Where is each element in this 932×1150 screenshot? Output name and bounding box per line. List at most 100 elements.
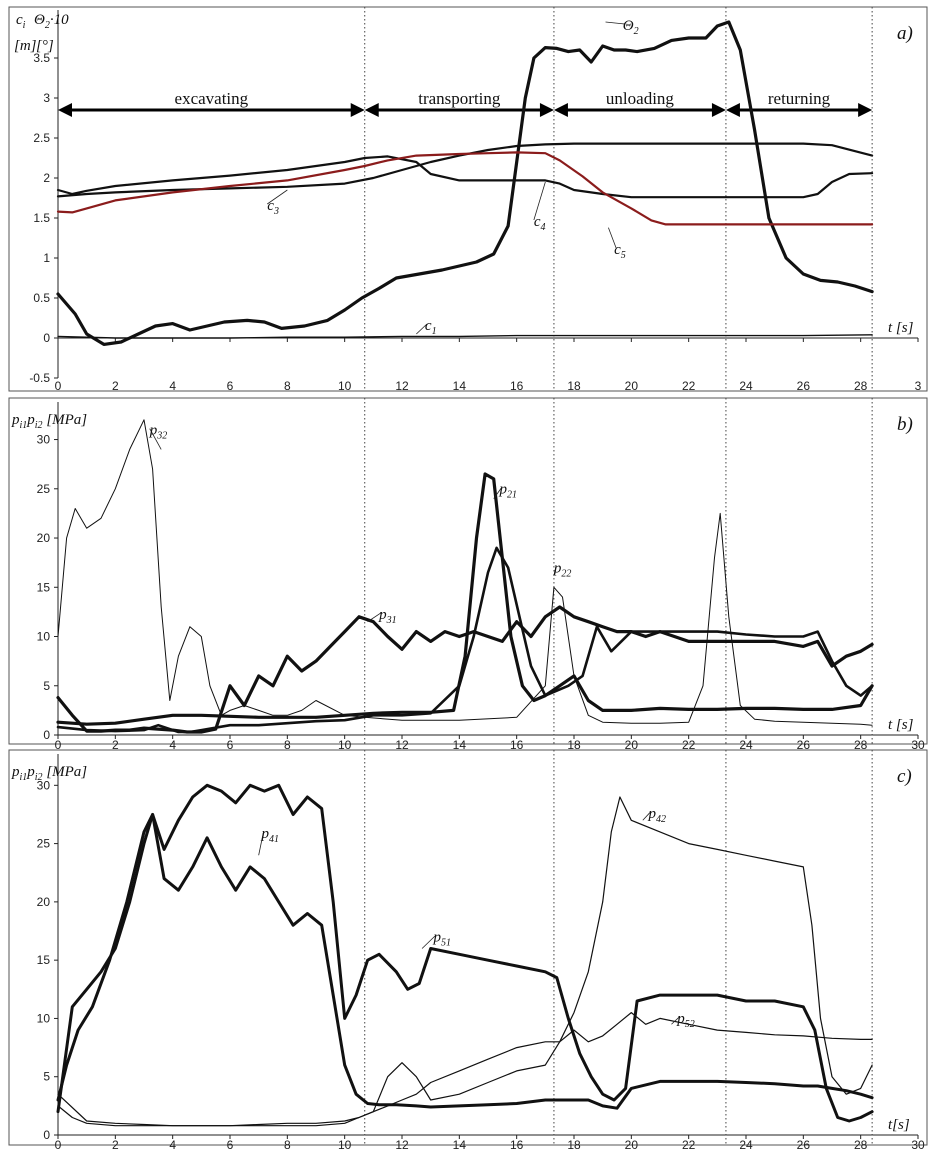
x-tick-label: 12 [395,738,409,752]
x-tick-label: 4 [169,1138,176,1150]
x-tick-label: 28 [854,1138,868,1150]
x-tick-label: 10 [338,738,352,752]
y-tick-label: 0.5 [33,291,50,305]
y-tick-label: 5 [43,1070,50,1084]
series-label-c3: c3 [267,198,279,217]
x-tick-label: 10 [338,1138,352,1150]
y-tick-label: -0.5 [29,371,50,385]
x-tick-label: 26 [797,1138,811,1150]
series-label-leader [642,811,651,821]
series-line-p41 [56,813,874,1110]
series-label-p51: p51 [433,930,452,949]
x-axis-title: t[s] [888,1117,910,1133]
x-tick-label: 0 [55,1138,62,1150]
x-tick-label: 6 [227,1138,234,1150]
series-label-leader [267,189,288,205]
x-tick-label: 10 [338,379,352,393]
series-label-leader [258,831,264,856]
y-axis-title-left: ci [16,12,26,31]
series-label-leader [493,487,502,499]
phase-label: unloading [606,89,674,108]
y-axis-unit-right: [°] [36,38,54,54]
x-tick-label: 24 [739,1138,753,1150]
series-label-leader [416,323,428,335]
series-label-p52: p52 [676,1011,695,1030]
x-tick-label: 30 [911,1138,925,1150]
y-tick-label: 1 [43,251,50,265]
x-tick-label: 0 [55,379,62,393]
x-tick-label: 14 [453,738,467,752]
x-tick-label: 12 [395,379,409,393]
x-tick-label: 3 [915,379,922,393]
phase-label: transporting [418,89,501,108]
series-label-leader [149,428,162,450]
x-tick-label: 24 [739,379,753,393]
x-tick-label: 28 [854,738,868,752]
phase-arrow-head-left [58,103,72,117]
x-tick-label: 14 [453,1138,467,1150]
y-tick-label: 10 [37,630,51,644]
series-label-leader [421,935,436,949]
x-tick-label: 6 [227,738,234,752]
y-tick-label: 15 [37,580,51,594]
x-tick-label: 2 [112,379,119,393]
x-tick-label: 20 [625,379,639,393]
x-tick-label: 8 [284,738,291,752]
y-tick-label: 20 [37,531,51,545]
panel-a: -0.500.511.522.533.50 2 4 6 8 10 12 14 16 18 20 22 2… [8,6,928,393]
x-tick-label: 12 [395,1138,409,1150]
panel-label: b) [897,414,913,435]
series-line-p52 [57,1012,873,1127]
y-tick-label: 20 [37,895,51,909]
panel-label: c) [897,766,912,787]
x-tick-label: 14 [453,379,467,393]
y-tick-label: 25 [37,482,51,496]
x-tick-label: 26 [797,379,811,393]
series-line-c1 [57,334,873,339]
series-label-leader [533,181,546,221]
y-tick-label: 2.5 [33,131,50,145]
series-line-Θ2 [56,20,874,346]
panel-frame [8,6,928,392]
series-line-p51 [56,783,874,1123]
x-tick-label: 20 [625,738,639,752]
y-tick-label: 10 [37,1011,51,1025]
series-line-p32 [57,419,873,726]
series-line-p42 [57,796,873,1127]
series-label-leader [553,566,557,576]
series-label-c4: c4 [534,214,546,233]
series-line-c5 [56,151,874,226]
x-tick-label: 22 [682,1138,696,1150]
x-tick-label: 20 [625,1138,639,1150]
x-tick-label: 2 [112,1138,119,1150]
phase-arrow-head-right [858,103,873,117]
y-tick-label: 3 [43,91,50,105]
phase-arrow-head-right [711,103,726,117]
x-tick-label: 26 [797,738,811,752]
series-line-p22 [56,546,874,734]
y-tick-label: 3.5 [33,51,50,65]
x-tick-label: 18 [567,738,581,752]
series-line-p21 [56,472,874,726]
y-tick-label: 30 [37,433,51,447]
phase-arrow-head-left [725,103,740,117]
x-tick-label: 0 [55,738,62,752]
y-axis-title-right: Θ2·10 [34,12,69,31]
x-tick-label: 2 [112,738,119,752]
x-tick-label: 22 [682,379,696,393]
y-tick-label: 15 [37,953,51,967]
y-tick-label: 2 [43,171,50,185]
x-tick-label: 18 [567,1138,581,1150]
series-label-p42: p42 [648,806,667,825]
x-tick-label: 22 [682,738,696,752]
panel-label: a) [897,23,913,44]
x-tick-label: 8 [284,1138,291,1150]
phase-arrow-head-right [539,103,554,117]
x-tick-label: 16 [510,379,524,393]
phase-arrow-head-right [350,103,365,117]
phase-arrow-head-left [553,103,568,117]
series-label-leader [671,1016,680,1025]
